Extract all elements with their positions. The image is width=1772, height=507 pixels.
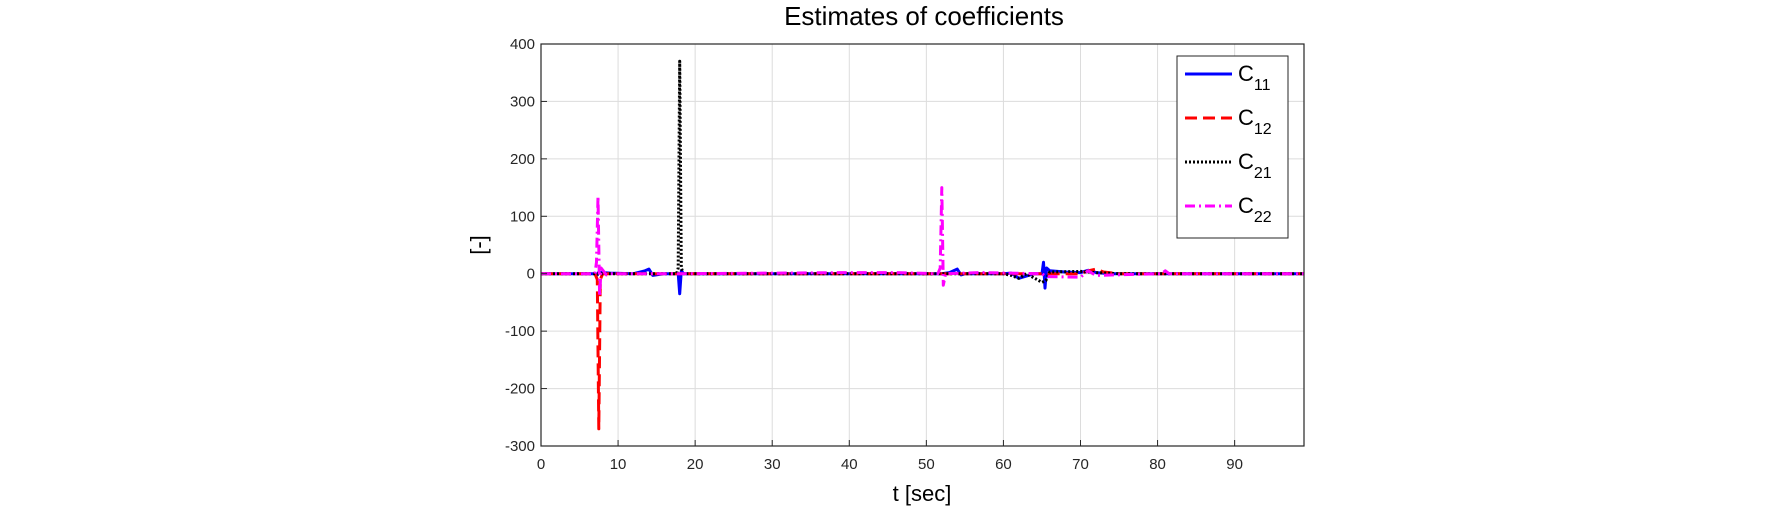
legend-label-c11: C11	[1238, 61, 1271, 94]
x-tick-label: 30	[764, 456, 781, 473]
series-line-c21	[541, 59, 1304, 284]
y-axis-label: [-]	[466, 235, 491, 255]
y-tick-label: -200	[505, 381, 535, 398]
legend-box	[1176, 55, 1289, 239]
x-tick-label: 10	[610, 456, 627, 473]
x-tick-label: 0	[537, 456, 545, 473]
x-axis-label: t [sec]	[893, 481, 952, 506]
series-line-c22	[541, 186, 1304, 299]
y-tick-label: 0	[527, 266, 535, 283]
x-tick-label: 80	[1149, 456, 1166, 473]
axis-ticks: 0 10 20 30 40 50 60 70 80 90 -300 -200 -100 0 100 200 30…	[505, 36, 1243, 473]
series-line-c11	[541, 260, 1304, 296]
y-tick-label: -300	[505, 438, 535, 455]
y-tick-label: 400	[510, 36, 535, 53]
x-tick-label: 90	[1226, 456, 1243, 473]
series-line-c12	[541, 267, 1304, 431]
y-tick-label: 200	[510, 151, 535, 168]
plot-series	[541, 59, 1304, 431]
y-tick-label: 100	[510, 208, 535, 225]
y-tick-label: -100	[505, 323, 535, 340]
legend-label-c22: C22	[1238, 193, 1272, 226]
x-tick-label: 40	[841, 456, 858, 473]
legend-label-c21: C21	[1238, 149, 1272, 182]
legend-label-c12: C12	[1238, 105, 1272, 138]
legend: C11 C12 C21 C22	[1176, 55, 1289, 239]
x-tick-label: 70	[1072, 456, 1089, 473]
y-tick-label: 300	[510, 93, 535, 110]
x-tick-label: 20	[687, 456, 704, 473]
axes-frame	[540, 43, 1305, 447]
x-tick-label: 60	[995, 456, 1012, 473]
chart-title: Estimates of coefficients	[784, 1, 1064, 31]
x-tick-label: 50	[918, 456, 935, 473]
